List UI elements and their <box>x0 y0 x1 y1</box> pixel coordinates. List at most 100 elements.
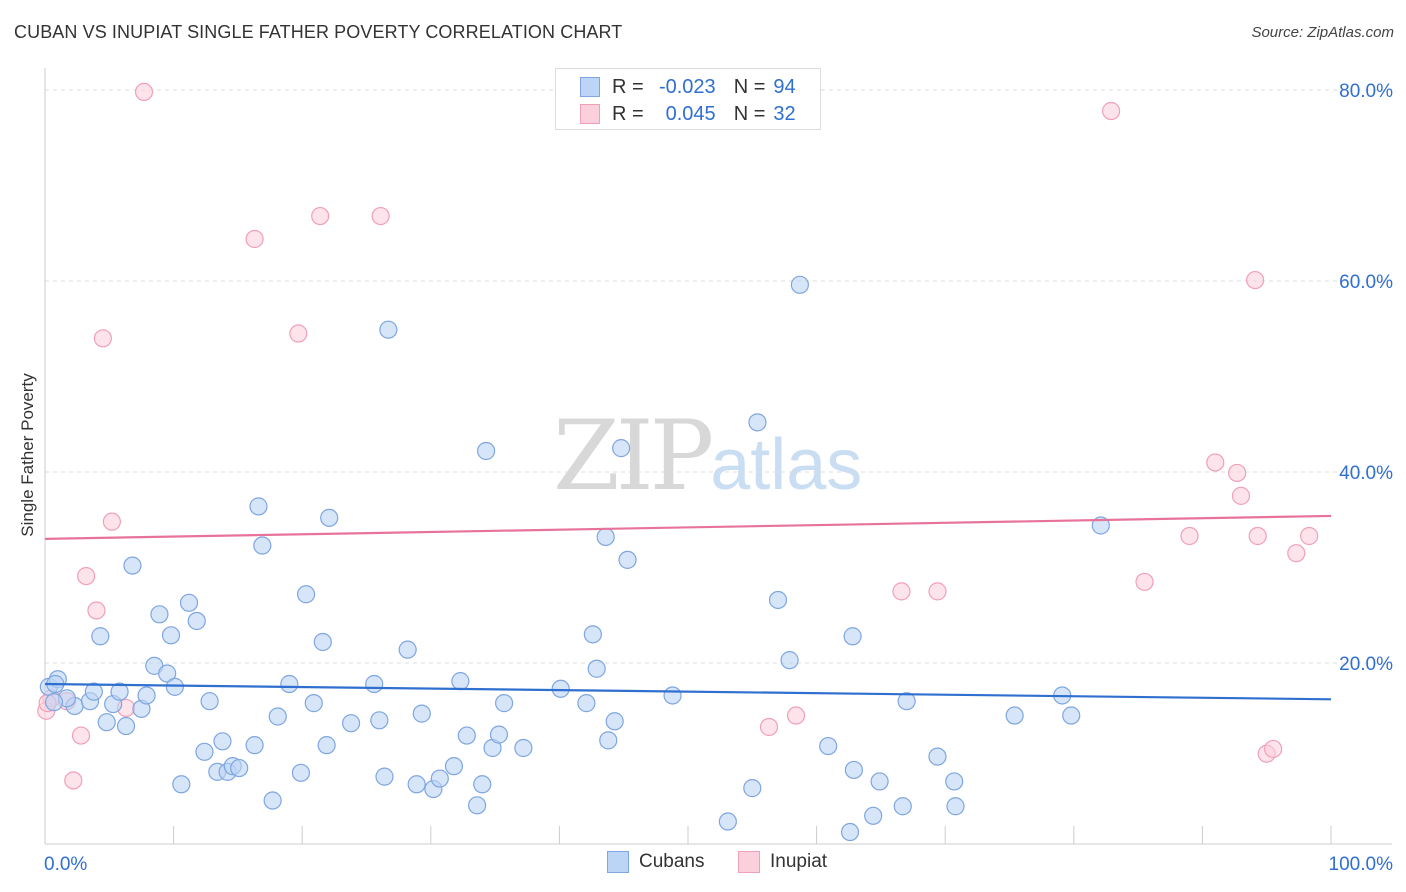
cubans-point <box>179 593 199 612</box>
cubans-point <box>473 775 492 794</box>
inupiat-point <box>1135 572 1154 591</box>
cubans-point <box>476 441 496 461</box>
cubans-point <box>768 590 788 610</box>
cubans-point <box>748 413 767 432</box>
cubans-r-label: R = <box>612 75 644 98</box>
cubans-point <box>296 585 316 604</box>
cubans-point <box>457 726 476 745</box>
cubans-point <box>430 769 449 788</box>
cubans-point <box>137 686 156 705</box>
cubans-point <box>843 627 862 646</box>
cubans-point <box>618 550 637 569</box>
cubans-point <box>341 714 361 733</box>
cubans-point <box>123 556 142 575</box>
cubans-point <box>365 674 384 694</box>
cubans-point <box>320 508 339 527</box>
inupiat-point <box>1287 544 1306 563</box>
chart-title: CUBAN VS INUPIAT SINGLE FATHER POVERTY C… <box>14 22 623 42</box>
cubans-point <box>893 797 912 816</box>
axes <box>44 68 1392 845</box>
inupiat-r-label: R = <box>612 102 644 125</box>
cubans-n-value: 94 <box>773 75 796 98</box>
cubans-point <box>110 682 129 701</box>
inupiat-point <box>1206 453 1225 472</box>
inupiat-point <box>311 206 330 226</box>
cubans-point <box>577 694 596 713</box>
inupiat-point <box>64 771 83 790</box>
inupiat-point <box>102 512 121 531</box>
inupiat-point <box>1231 486 1251 505</box>
cubans-point <box>870 772 889 791</box>
inupiat-trend-line <box>44 514 1332 540</box>
inupiat-r-value: 0.045 <box>665 102 716 125</box>
cubans-point <box>412 704 431 723</box>
cubans-point <box>514 738 533 758</box>
inupiat-n-label: N = <box>733 102 766 125</box>
inupiat-point <box>1228 463 1247 483</box>
series-legend: Cubans Inupiat <box>0 851 1406 877</box>
legend-row-inupiat: R = 0.045 N = 32 <box>580 102 803 126</box>
legend-item-inupiat[interactable]: Inupiat <box>738 851 827 873</box>
cubans-point <box>495 694 514 713</box>
cubans-point <box>200 692 219 711</box>
watermark-atlas: atlas <box>710 425 863 505</box>
legend-row-cubans: R = -0.023 N = 94 <box>580 75 803 99</box>
cubans-point <box>945 772 964 791</box>
cubans-point <box>213 732 232 751</box>
inupiat-point <box>1246 270 1265 290</box>
y-tick-label: 80.0% <box>1339 81 1393 102</box>
cubans-point <box>317 736 336 755</box>
cubans-point <box>451 672 470 691</box>
cubans-point <box>230 758 249 778</box>
cubans-point <box>245 736 264 755</box>
inupiat-point <box>928 582 947 601</box>
cubans-point <box>1062 706 1081 725</box>
legend-item-cubans[interactable]: Cubans <box>607 851 705 873</box>
cubans-point <box>612 439 631 458</box>
inupiat-swatch <box>580 104 600 124</box>
cubans-point <box>398 640 417 659</box>
cubans-point <box>84 682 103 701</box>
cubans-point <box>44 693 64 712</box>
cubans-point <box>467 796 487 815</box>
y-axis-label: Single Father Poverty <box>18 373 37 537</box>
cubans-n-label: N = <box>733 75 766 98</box>
cubans-point <box>780 651 799 670</box>
inupiat-point <box>71 726 91 745</box>
cubans-point <box>663 686 682 705</box>
inupiat-point <box>892 582 911 601</box>
cubans-point <box>165 677 184 696</box>
inupiat-legend-label: Inupiat <box>770 851 828 872</box>
inupiat-point <box>93 329 112 348</box>
cubans-legend-label: Cubans <box>639 851 705 872</box>
cubans-swatch <box>580 77 600 97</box>
inupiat-point <box>1248 526 1267 546</box>
cubans-point <box>407 775 426 794</box>
cubans-point <box>263 791 282 810</box>
cubans-point <box>161 626 181 645</box>
correlation-legend: R = -0.023 N = 94 R = 0.045 N = 32 <box>555 68 821 130</box>
cubans-point <box>844 760 863 780</box>
cubans-point <box>253 536 272 555</box>
cubans-point <box>195 742 214 761</box>
cubans-point <box>268 707 287 726</box>
cubans-point <box>97 713 116 732</box>
inupiat-point <box>1101 101 1121 121</box>
inupiat-point <box>134 82 154 102</box>
cubans-point <box>946 797 965 816</box>
cubans-point <box>1005 706 1024 725</box>
cubans-point <box>819 736 838 756</box>
cubans-point <box>187 611 206 631</box>
cubans-point <box>897 692 916 711</box>
cubans-point <box>379 320 398 339</box>
inupiat-point <box>245 229 264 249</box>
cubans-point <box>489 725 509 744</box>
inupiat-point <box>371 206 390 226</box>
grid-lines <box>45 89 1392 664</box>
source-label: Source: ZipAtlas.com <box>1251 24 1394 41</box>
tick-labels: 20.0% 40.0% 60.0% 80.0% 0.0% 100.0% <box>44 81 1393 875</box>
cubans-point <box>313 632 332 652</box>
y-tick-label: 40.0% <box>1339 463 1393 484</box>
inupiat-point <box>87 601 106 620</box>
